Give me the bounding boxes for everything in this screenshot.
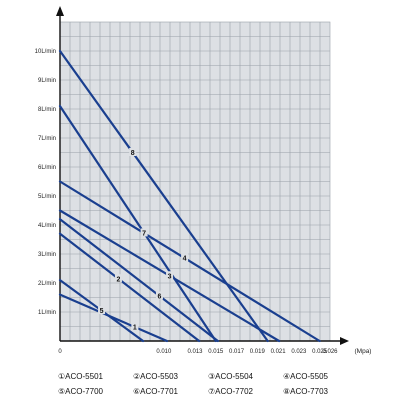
legend-item: ⑤ACO-7700 <box>58 387 103 396</box>
y-tick-label: 4L/min <box>38 223 56 229</box>
y-tick-label: 6L/min <box>38 165 56 171</box>
legend-item: ⑥ACO-7701 <box>133 387 178 396</box>
series-line <box>58 104 217 343</box>
series-marker-background <box>166 271 174 280</box>
series-marker-background <box>181 253 189 262</box>
series-marker-background <box>131 322 139 331</box>
legend: ①ACO-5501 ②ACO-5503 ③ACO-5504 ④ACO-5505 ⑤ACO… <box>58 372 358 396</box>
legend-item: ②ACO-5503 <box>133 372 178 381</box>
series-line <box>58 218 219 343</box>
y-tick-label: 10L/min <box>35 49 56 55</box>
x-tick-label: 0.023 <box>291 349 307 355</box>
series-marker-label: 2 <box>116 276 120 283</box>
series-marker-label: 8 <box>131 150 135 157</box>
series-line <box>58 49 269 343</box>
series-marker-label: 3 <box>168 273 172 280</box>
x-axis-arrow-icon <box>340 337 349 345</box>
series-marker-background <box>155 291 163 300</box>
series-marker-label: 6 <box>157 293 161 300</box>
series-marker-background <box>98 306 106 315</box>
x-tick-label: 0 <box>58 349 62 355</box>
x-tick-label: 0.017 <box>229 349 245 355</box>
legend-item: ④ACO-5505 <box>283 372 328 381</box>
y-tick-label: 3L/min <box>38 252 56 258</box>
series-marker-label: 4 <box>183 256 187 263</box>
series-marker-background <box>129 148 137 156</box>
y-tick-label: 1L/min <box>38 310 56 316</box>
series-marker-background <box>140 228 148 237</box>
x-tick-label: 0.025 <box>312 349 328 355</box>
series-marker-label: 7 <box>142 230 146 237</box>
x-unit-label: (Mpa) <box>355 348 372 355</box>
series-line <box>58 180 321 343</box>
x-tick-label: 0.026 <box>322 349 338 355</box>
series-line <box>58 232 201 343</box>
legend-item: ⑦ACO-7702 <box>208 387 253 396</box>
y-tick-label: 9L/min <box>38 78 56 84</box>
y-tick-label: 7L/min <box>38 136 56 142</box>
legend-item: ①ACO-5501 <box>58 372 103 381</box>
x-tick-label: 0.010 <box>156 349 172 355</box>
legend-item: ③ACO-5504 <box>208 372 253 381</box>
series-marker-background <box>114 274 122 283</box>
y-tick-label: 2L/min <box>38 281 56 287</box>
y-axis-arrow-icon <box>56 6 64 16</box>
y-tick-label: 5L/min <box>38 194 56 200</box>
x-tick-label: 0.013 <box>187 349 203 355</box>
y-tick-label: 8L/min <box>38 107 56 113</box>
x-tick-label: 0.019 <box>250 349 266 355</box>
series-line <box>58 293 169 343</box>
x-tick-label: 0.015 <box>208 349 224 355</box>
series-marker-label: 1 <box>133 325 137 332</box>
series-marker-label: 5 <box>100 308 104 315</box>
x-tick-label: 0.021 <box>271 349 287 355</box>
legend-item: ⑧ACO-7703 <box>283 387 328 396</box>
